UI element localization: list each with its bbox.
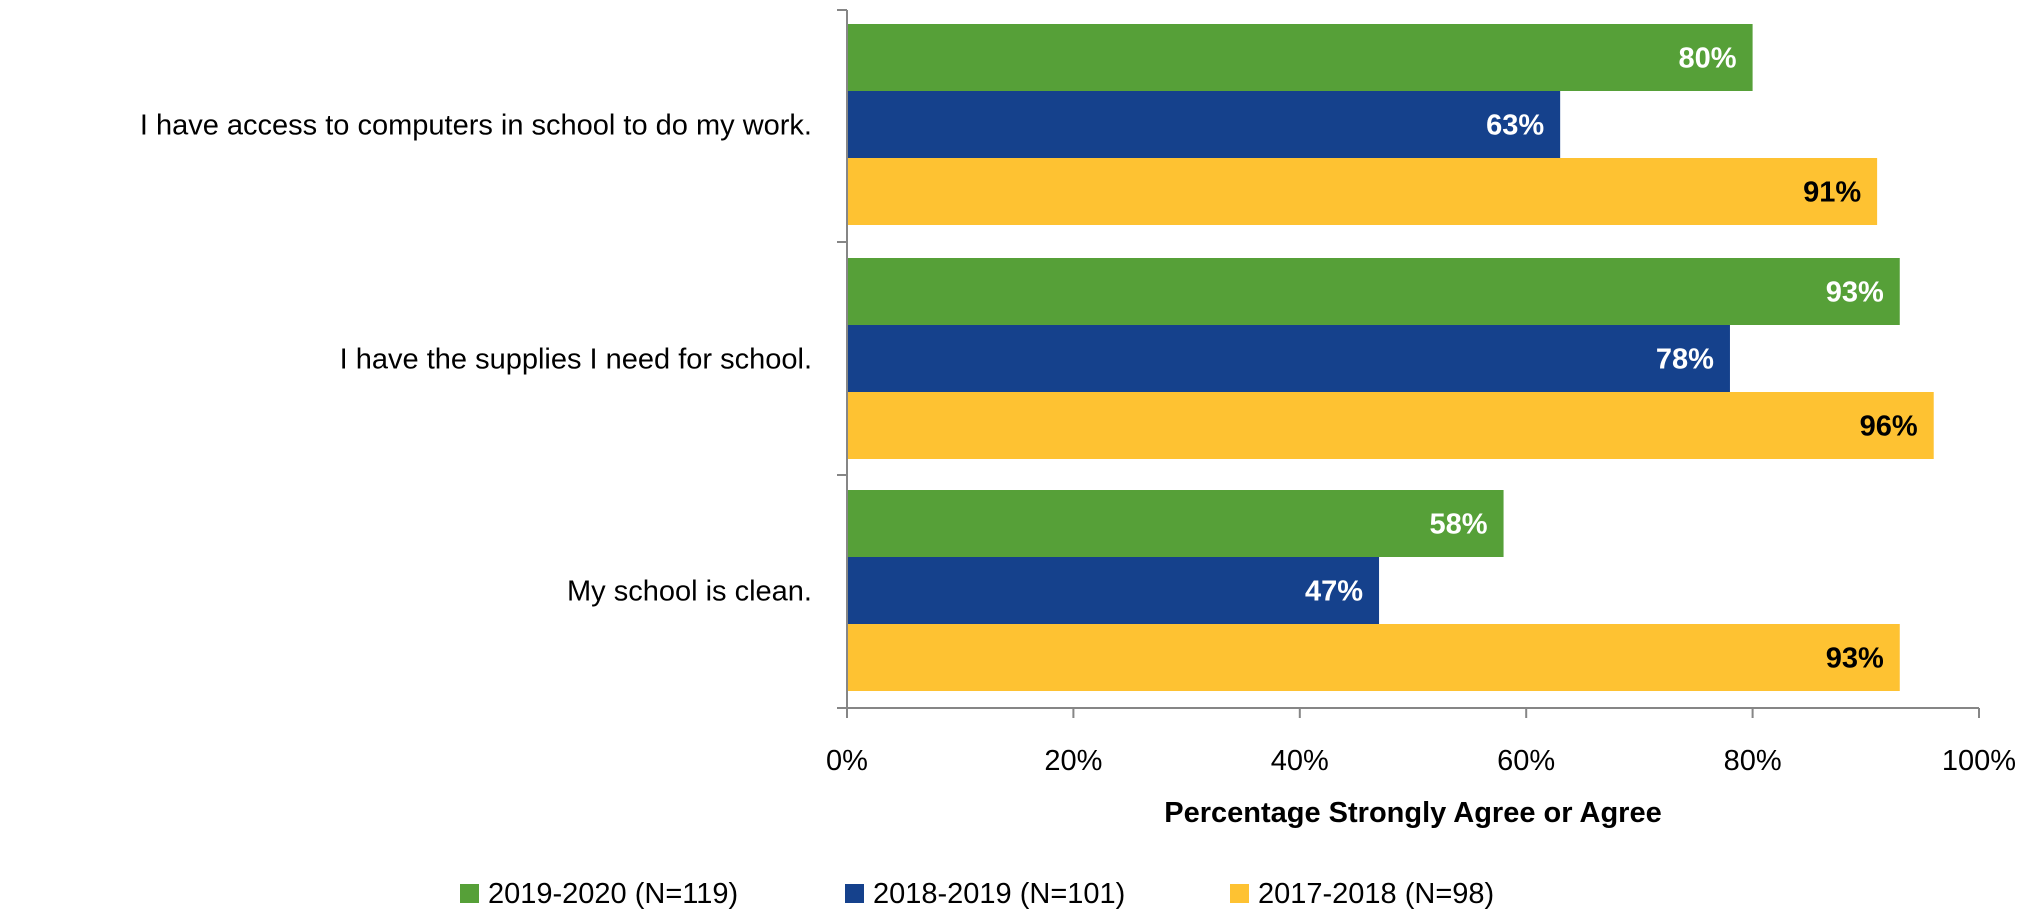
- x-tick-label: 60%: [1497, 745, 1555, 777]
- data-label: 58%: [1430, 509, 1488, 541]
- data-label: 47%: [1305, 576, 1363, 608]
- legend: 2019-2020 (N=119) 2018-2019 (N=101) 2017-2…: [460, 878, 1494, 909]
- legend-label: 2017-2018 (N=98): [1258, 878, 1494, 909]
- bar: [847, 24, 1753, 91]
- bar: [847, 258, 1900, 325]
- legend-swatch: [845, 884, 864, 903]
- legend-label: 2018-2019 (N=101): [873, 878, 1125, 909]
- x-tick-label: 20%: [1044, 745, 1102, 777]
- legend-swatch: [1230, 884, 1249, 903]
- legend-label: 2019-2020 (N=119): [488, 878, 738, 909]
- bar: [847, 325, 1730, 392]
- x-tick-label: 0%: [826, 745, 868, 777]
- bar: [847, 490, 1504, 557]
- labels: 80% 63% 91% I have access to computers in s…: [140, 43, 2016, 778]
- bar: [847, 158, 1878, 225]
- data-label: 91%: [1803, 177, 1861, 209]
- bar: [847, 624, 1900, 691]
- bar: [847, 557, 1380, 624]
- data-label: 78%: [1656, 344, 1714, 376]
- bar: [847, 91, 1561, 158]
- category-label: I have the supplies I need for school.: [340, 344, 812, 376]
- x-tick-label: 80%: [1724, 745, 1782, 777]
- data-label: 93%: [1826, 277, 1884, 309]
- bar: [847, 392, 1934, 459]
- data-label: 80%: [1679, 43, 1737, 75]
- x-tick-label: 100%: [1942, 745, 2016, 777]
- data-label: 63%: [1486, 110, 1544, 142]
- category-label: I have access to computers in school to …: [140, 110, 812, 142]
- bars-layer: [847, 24, 1934, 691]
- category-label: My school is clean.: [567, 576, 812, 608]
- legend-swatch: [460, 884, 479, 903]
- x-axis-title: Percentage Strongly Agree or Agree: [1164, 797, 1661, 829]
- x-tick-label: 40%: [1271, 745, 1329, 777]
- data-label: 93%: [1826, 643, 1884, 675]
- axes: [837, 9, 1980, 718]
- data-label: 96%: [1860, 411, 1918, 443]
